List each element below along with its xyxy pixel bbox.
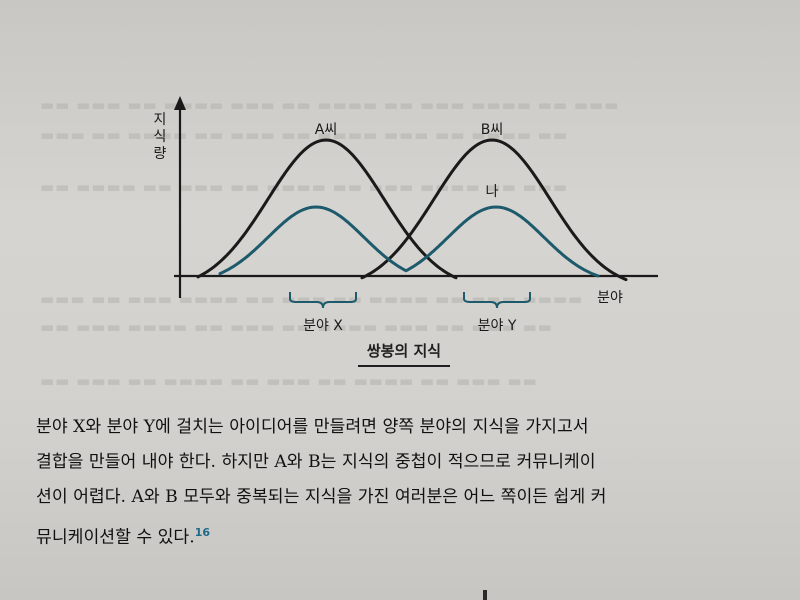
knowledge-distribution-diagram: 지 식 량 분야 A씨 B씨 나 분야 X 분야 Y <box>154 96 658 334</box>
bleed-through-text: ▬▬▬ ▬▬ ▬▬▬ ▬▬▬▬ ▬▬ ▬▬▬ ▬▬ ▬▬▬▬ ▬▬ ▬▬▬ ▬▬… <box>40 290 584 308</box>
curve-b <box>360 138 628 282</box>
bracket-y-label: 분야 Y <box>478 318 517 334</box>
body-line-text: 뮤니케이션할 수 있다. <box>36 527 195 548</box>
body-line: 분야 X와 분야 Y에 걸치는 아이디어를 만들려면 양쪽 분야의 지식을 가지… <box>36 417 589 437</box>
curve-na <box>218 205 600 278</box>
bleed-through-text: ▬▬ ▬▬▬ ▬▬▬▬ ▬▬ ▬▬▬ ▬▬ ▬▬▬▬ ▬▬▬ ▬▬ ▬▬▬ ▬▬ <box>40 318 553 336</box>
curve-a <box>196 138 458 280</box>
curve-na-label: 나 <box>486 184 499 200</box>
footnote-marker: 16 <box>194 526 211 539</box>
x-axis-label: 분야 <box>597 290 623 306</box>
svg-text:지: 지 <box>154 112 167 128</box>
bleed-through-text: ▬▬ ▬▬▬ ▬▬ ▬▬▬▬ ▬▬ ▬▬▬ ▬▬ ▬▬▬▬ ▬▬ ▬▬▬ ▬▬ <box>40 372 538 390</box>
y-axis-label: 지 식 량 <box>154 112 167 162</box>
y-axis-arrowhead <box>174 96 186 110</box>
svg-text:식: 식 <box>154 129 167 145</box>
bleed-through-text: ▬▬▬ ▬▬ ▬▬▬▬ ▬▬ ▬▬▬ ▬▬ ▬▬▬▬ ▬▬▬ ▬▬ ▬▬▬▬ ▬… <box>40 126 569 144</box>
bracket-x-label: 분야 X <box>303 318 343 334</box>
body-line-last: 뮤니케이션할 수 있다.16 <box>36 515 776 556</box>
bleed-through-text: ▬▬ ▬▬▬▬ ▬▬ ▬▬▬ ▬▬ ▬▬▬▬ ▬▬ ▬▬▬ ▬▬▬▬ ▬▬ ▬▬… <box>40 178 569 196</box>
body-paragraph: 분야 X와 분야 Y에 걸치는 아이디어를 만들려면 양쪽 분야의 지식을 가지… <box>36 410 776 556</box>
body-line: 션이 어렵다. A와 B 모두와 중복되는 지식을 가진 여러분은 어느 쪽이든… <box>36 487 607 507</box>
svg-text:량: 량 <box>154 146 167 162</box>
body-line: 결합을 만들어 내야 한다. 하지만 A와 B는 지식의 중첩이 적으므로 커뮤… <box>36 452 596 472</box>
page-edge-mark <box>483 590 487 600</box>
figure-caption: 쌍봉의 지식 <box>358 340 450 367</box>
bracket-y <box>463 292 531 309</box>
curve-a-label: A씨 <box>315 122 337 138</box>
bracket-x <box>289 292 357 309</box>
curve-b-label: B씨 <box>481 122 504 138</box>
